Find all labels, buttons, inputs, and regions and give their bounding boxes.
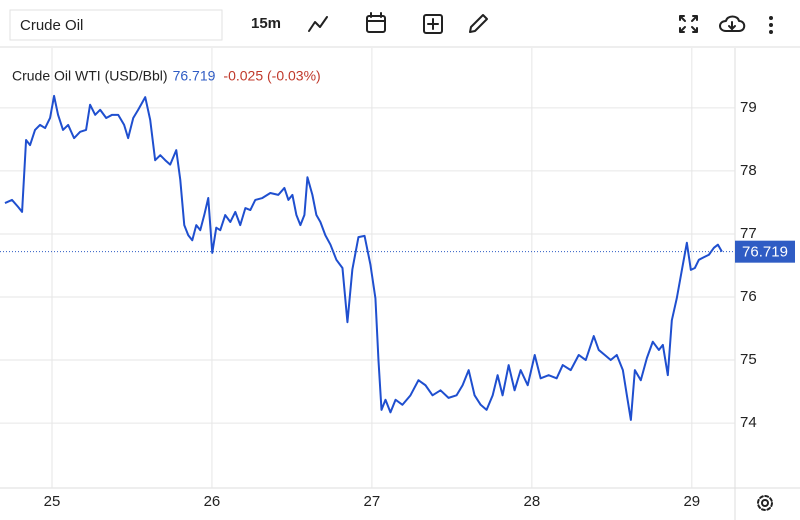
settings-icon[interactable] [757, 495, 773, 511]
plot [0, 94, 735, 421]
download-icon[interactable] [719, 15, 746, 32]
last-price-label: 76.719 [742, 244, 788, 261]
x-tick-label: 28 [524, 493, 541, 510]
legend-price: 76.719 [173, 68, 216, 84]
y-tick-label: 79 [740, 99, 757, 116]
last-price-box [735, 240, 795, 263]
y-tick-label: 77 [740, 225, 757, 242]
legend-change: -0.025 (-0.03%) [223, 68, 320, 84]
symbol-text: Crude Oil [20, 17, 83, 34]
grid [0, 48, 735, 488]
x-tick-label: 29 [683, 493, 700, 510]
y-tick-label: 78 [740, 162, 757, 179]
chart-type-icon[interactable] [308, 16, 328, 32]
price-line [4, 94, 723, 421]
x-tick-label: 27 [364, 493, 381, 510]
fullscreen-icon[interactable] [679, 15, 698, 33]
x-tick-label: 25 [44, 493, 61, 510]
add-indicator-icon[interactable] [423, 14, 443, 34]
y-tick-label: 76 [740, 288, 757, 305]
y-tick-label: 74 [740, 414, 757, 431]
calendar-icon[interactable] [366, 12, 386, 33]
symbol-search[interactable] [9, 9, 223, 41]
menu-icon[interactable] [769, 16, 773, 34]
x-tick-label: 26 [204, 493, 221, 510]
interval[interactable]: 15m [251, 15, 281, 32]
y-tick-label: 75 [740, 351, 757, 368]
draw-icon[interactable] [469, 14, 488, 33]
legend-title: Crude Oil WTI (USD/Bbl) [12, 68, 168, 84]
